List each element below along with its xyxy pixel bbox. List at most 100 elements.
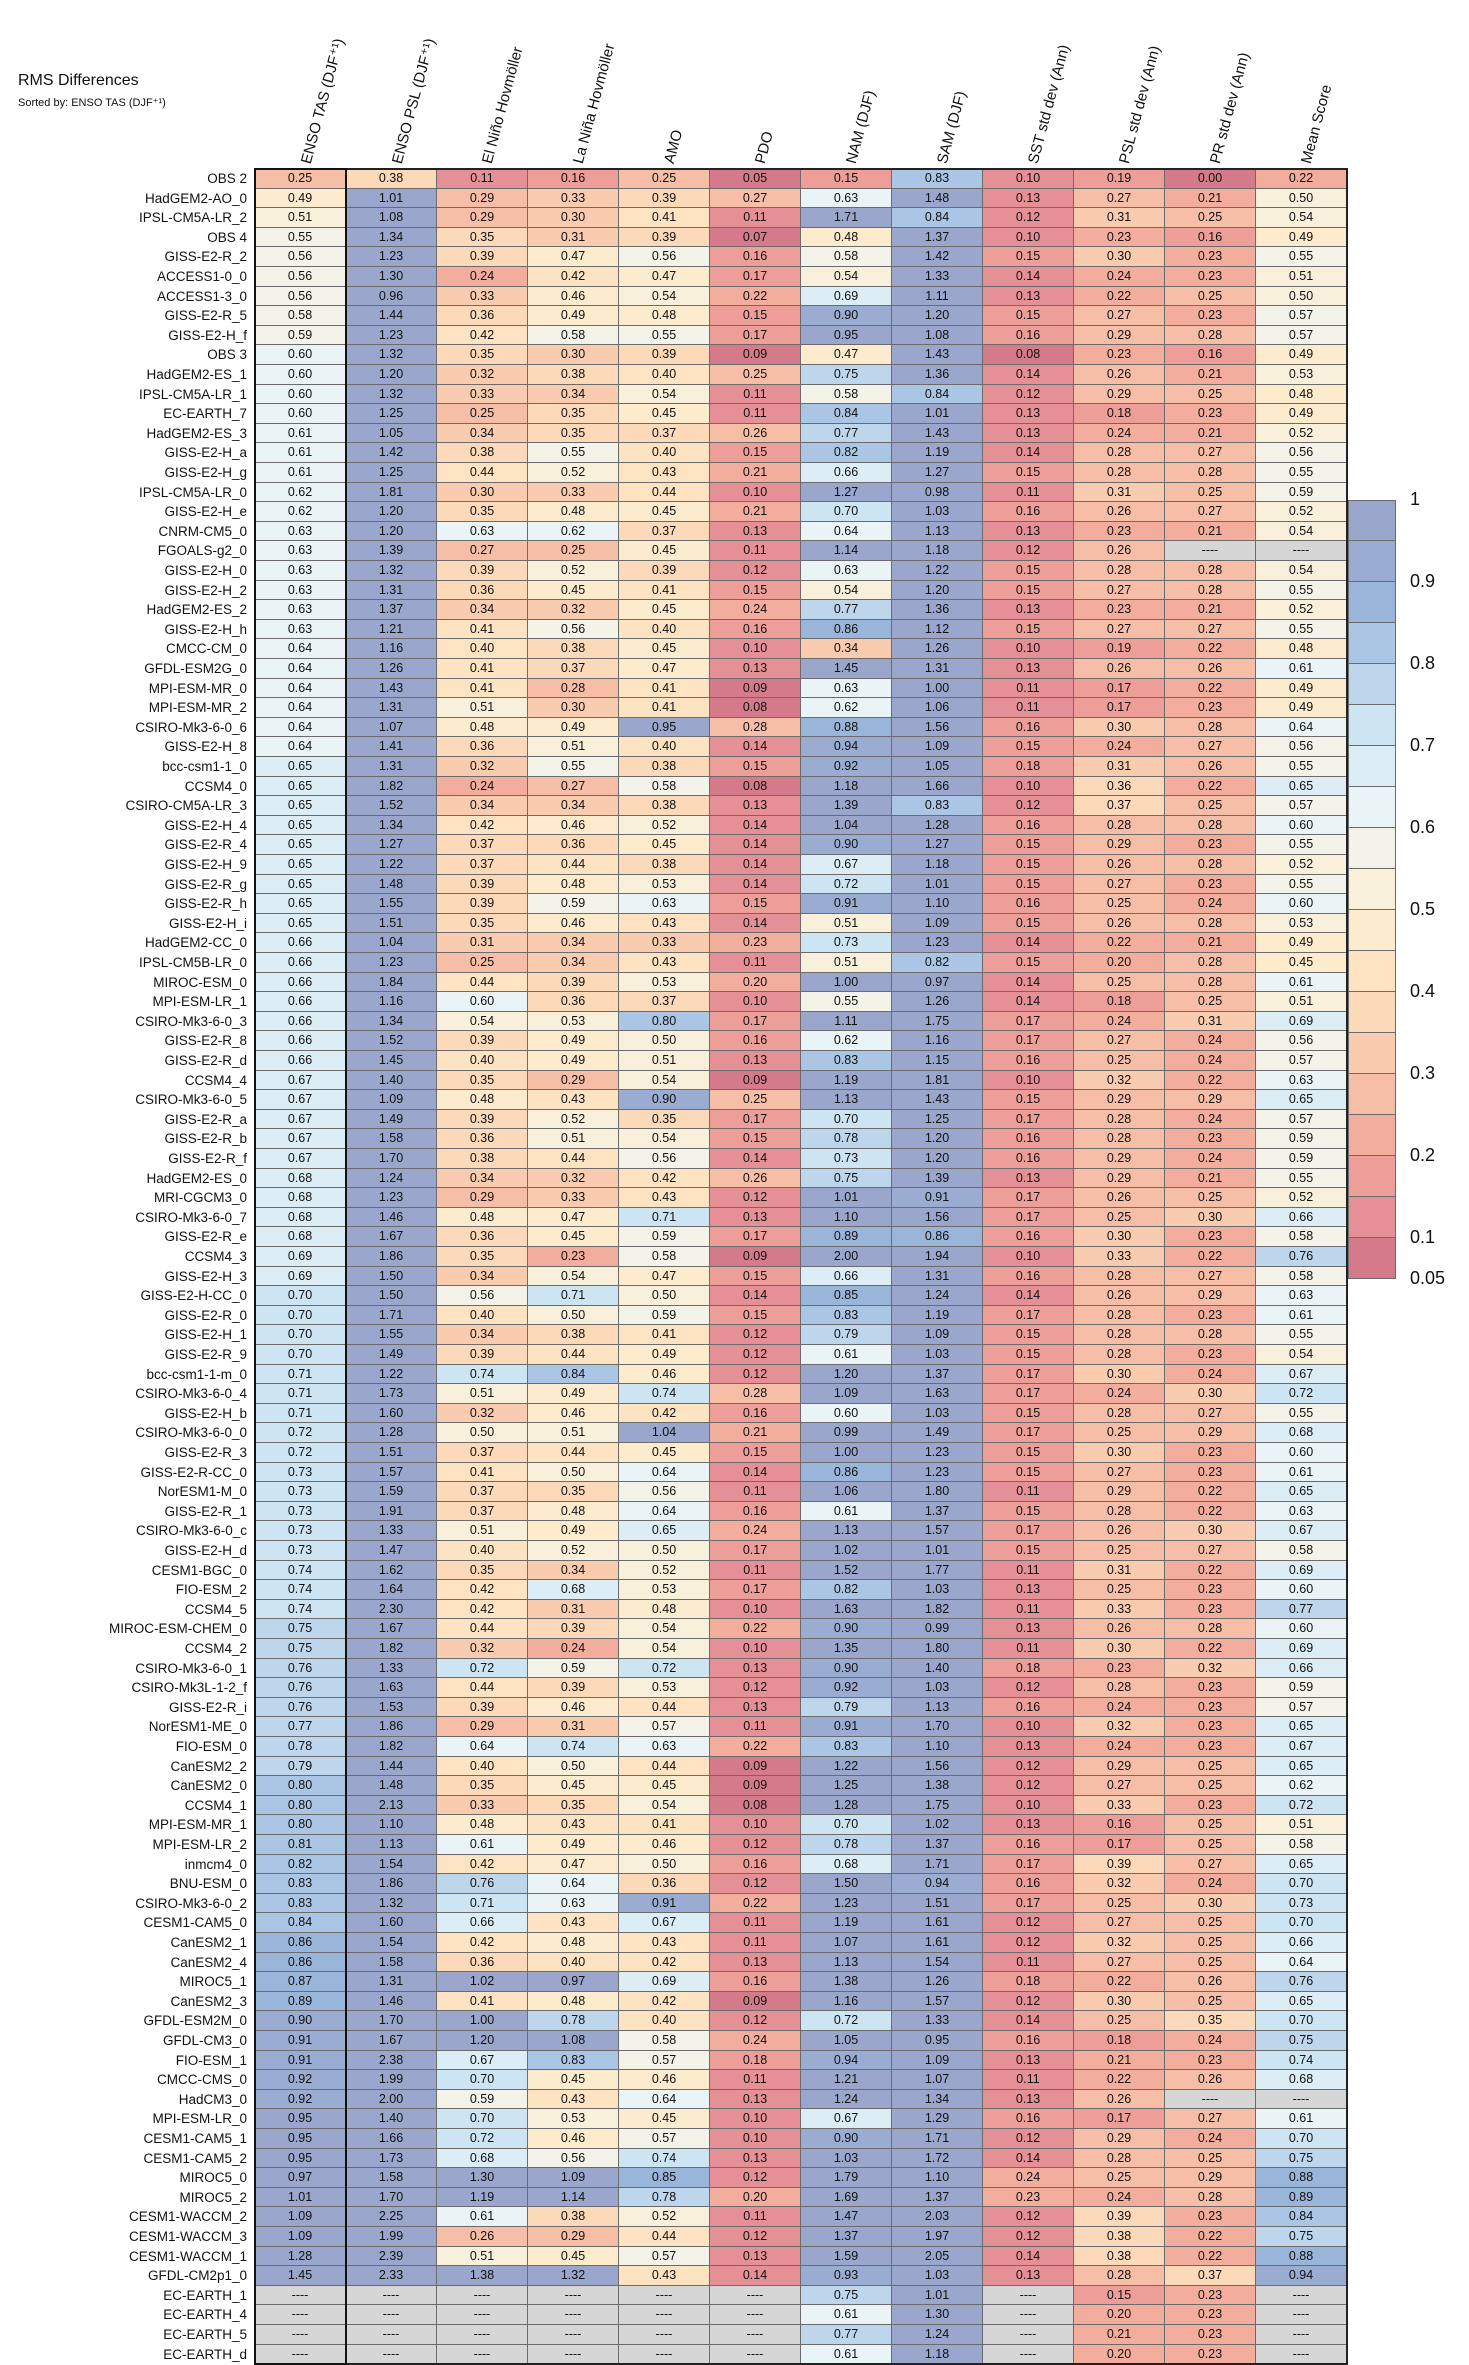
heatmap-cell: 0.23 <box>1165 1697 1256 1718</box>
heatmap-cell: 0.42 <box>528 267 619 287</box>
row-label: GISS-E2-H_b <box>164 1405 247 1421</box>
heatmap-cell: ---- <box>528 2305 619 2325</box>
heatmap-cell: 0.08 <box>710 698 801 718</box>
row-label: MPI-ESM-LR_1 <box>152 994 247 1010</box>
heatmap-cell: 0.36 <box>437 1952 528 1973</box>
heatmap-cell: 0.44 <box>437 463 528 483</box>
heatmap-cell: 0.50 <box>437 1423 528 1443</box>
heatmap-cell: 0.14 <box>983 2246 1074 2267</box>
heatmap-cell: 0.17 <box>1074 678 1165 699</box>
heatmap-cell: 0.97 <box>255 2168 346 2188</box>
heatmap-cell: 0.39 <box>437 1109 528 1130</box>
heatmap-cell: 0.66 <box>255 1011 346 1032</box>
heatmap-cell: 0.30 <box>1074 1443 1165 1463</box>
heatmap-cell: ---- <box>1165 541 1256 561</box>
heatmap-cell: 1.36 <box>892 600 983 620</box>
heatmap-cell: 0.44 <box>437 972 528 993</box>
heatmap-cell: 0.25 <box>619 169 710 189</box>
heatmap-cell: 0.51 <box>437 1521 528 1541</box>
heatmap-cell: 0.52 <box>528 1109 619 1130</box>
heatmap-cell: 1.26 <box>346 659 437 679</box>
heatmap-cell: 1.58 <box>346 1952 437 1973</box>
heatmap-cell: 0.23 <box>1165 2305 1256 2325</box>
heatmap-cell: 1.34 <box>346 227 437 248</box>
heatmap-cell: 0.26 <box>1074 659 1165 679</box>
heatmap-cell: 1.33 <box>346 1521 437 1541</box>
heatmap-cell: 2.25 <box>346 2207 437 2227</box>
heatmap-cell: 0.82 <box>255 1854 346 1875</box>
heatmap-cell: 0.67 <box>1256 1521 1347 1541</box>
heatmap-cell: 0.67 <box>255 1109 346 1130</box>
heatmap-cell: 0.46 <box>528 815 619 836</box>
heatmap-cell: 0.74 <box>255 1560 346 1581</box>
row-label: GISS-E2-H_g <box>164 465 247 480</box>
heatmap-cell: 0.50 <box>619 1541 710 1561</box>
heatmap-cell: 0.11 <box>983 1952 1074 1973</box>
heatmap-cell: 0.90 <box>801 306 892 326</box>
heatmap-cell: 0.45 <box>619 502 710 522</box>
heatmap-cell: 1.97 <box>892 2227 983 2247</box>
heatmap-cell: 0.17 <box>1074 2109 1165 2129</box>
heatmap-cell: 0.49 <box>255 188 346 209</box>
heatmap-cell: 1.28 <box>346 1423 437 1443</box>
heatmap-cell: 0.38 <box>437 1149 528 1169</box>
heatmap-cell: 0.21 <box>1165 423 1256 444</box>
heatmap-cell: 0.54 <box>619 1070 710 1091</box>
heatmap-cell: 0.79 <box>801 1325 892 1345</box>
heatmap-cell: 2.38 <box>346 2050 437 2071</box>
heatmap-cell: 0.21 <box>1165 188 1256 209</box>
heatmap-cell: 0.26 <box>1074 855 1165 875</box>
heatmap-cell: 0.32 <box>1074 1070 1165 1091</box>
heatmap-cell: 0.23 <box>1165 698 1256 718</box>
heatmap-cell: 0.70 <box>255 1345 346 1365</box>
heatmap-cell: 0.83 <box>255 1893 346 1914</box>
heatmap-cell: 0.25 <box>1074 2168 1165 2188</box>
heatmap-cell: 0.16 <box>983 325 1074 346</box>
heatmap-cell: 1.70 <box>346 1149 437 1169</box>
heatmap-cell: 0.21 <box>710 502 801 522</box>
heatmap-cell: 0.67 <box>255 1129 346 1149</box>
heatmap-cell: 0.56 <box>437 1286 528 1306</box>
heatmap-cell: 0.66 <box>1256 1933 1347 1953</box>
heatmap-cell: 0.14 <box>710 855 801 875</box>
heatmap-cell: 0.16 <box>1074 1815 1165 1835</box>
heatmap-cell: 0.26 <box>1074 365 1165 385</box>
heatmap-cell: 0.73 <box>1256 1893 1347 1914</box>
heatmap-cell: 0.51 <box>801 953 892 973</box>
heatmap-cell: 0.09 <box>710 1247 801 1267</box>
heatmap-cell: ---- <box>1256 541 1347 561</box>
heatmap-cell: 0.76 <box>255 1697 346 1718</box>
heatmap-cell: 0.60 <box>801 1403 892 1424</box>
heatmap-cell: 0.15 <box>983 1443 1074 1463</box>
heatmap-cell: 0.36 <box>1074 776 1165 797</box>
heatmap-cell: 0.29 <box>1074 835 1165 855</box>
heatmap-cell: 0.31 <box>528 227 619 248</box>
heatmap-cell: 0.47 <box>619 659 710 679</box>
colorbar-tick-label: 0.6 <box>1410 817 1436 837</box>
heatmap-cell: 0.44 <box>528 855 619 875</box>
heatmap-cell: 0.12 <box>710 2168 801 2188</box>
row-label: CSIRO-Mk3-6-0_5 <box>135 1092 247 1108</box>
row-label: CESM1-WACCM_1 <box>128 2248 247 2264</box>
heatmap-cell: 1.86 <box>346 1874 437 1894</box>
heatmap-cell: 0.38 <box>1074 2227 1165 2247</box>
colorbar-tick-label: 0.7 <box>1410 735 1436 755</box>
row-label: CSIRO-Mk3-6-0_6 <box>135 719 247 735</box>
heatmap-cell: 0.22 <box>710 1619 801 1639</box>
heatmap-cell: 2.33 <box>346 2266 437 2286</box>
heatmap-cell: 0.17 <box>983 1188 1074 1208</box>
row-label: CESM1-WACCM_3 <box>128 2229 247 2244</box>
column-header: PDO <box>751 129 777 166</box>
heatmap-cell: 0.12 <box>710 1364 801 1385</box>
heatmap-cell: 0.51 <box>1256 267 1347 287</box>
heatmap-cell: 0.47 <box>528 247 619 267</box>
heatmap-cell: 1.27 <box>892 835 983 855</box>
row-label: ACCESS1-0_0 <box>156 269 247 284</box>
heatmap-cell: 0.26 <box>1165 659 1256 679</box>
heatmap-cell: 0.63 <box>255 580 346 601</box>
row-label: CanESM2_3 <box>170 1993 247 2009</box>
heatmap-cell: 0.74 <box>437 1364 528 1385</box>
heatmap-cell: 0.16 <box>983 717 1074 738</box>
heatmap-cell: 0.38 <box>1074 2246 1165 2267</box>
heatmap-cell: 0.64 <box>255 717 346 738</box>
